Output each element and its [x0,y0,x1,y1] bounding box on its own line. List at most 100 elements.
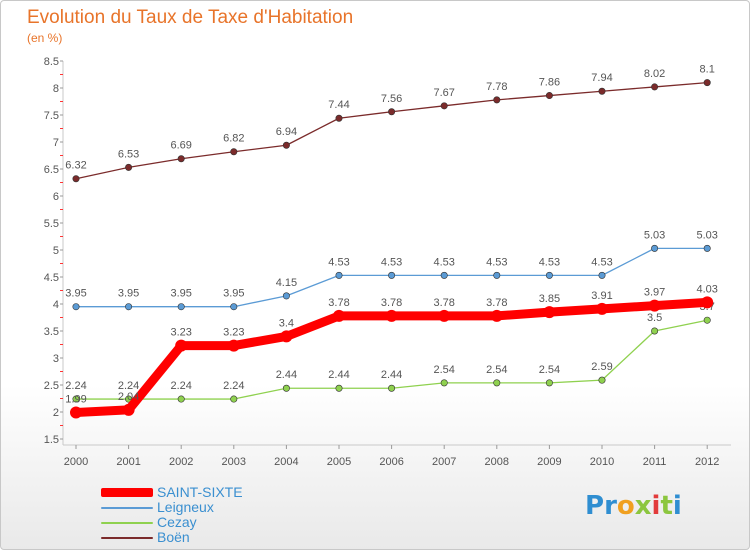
data-point [701,296,714,309]
data-point [333,309,345,322]
data-label: 3.4 [279,317,294,329]
y-tick-label: 7 [53,137,59,149]
data-label: 5.03 [696,229,717,241]
data-point [177,155,185,163]
data-label: 2.24 [65,380,86,392]
data-label: 3.23 [170,327,191,339]
data-point [543,306,556,319]
data-point [490,309,503,322]
legend-label: Leigneux [157,499,214,515]
data-point [335,114,343,122]
data-label: 2.44 [276,369,297,381]
legend-item: SAINT-SIXTE [101,485,243,500]
data-label: 6.32 [65,160,86,172]
legend-swatch [101,488,153,497]
data-label: 2.54 [433,364,454,376]
data-label: 4.53 [433,256,454,268]
data-point [72,303,80,311]
x-tick-label: 2000 [64,456,88,468]
data-label: 3.97 [644,287,665,299]
data-label: 6.82 [223,133,244,145]
data-point [388,108,396,116]
data-point [230,148,238,156]
chart-subtitle: (en %) [27,31,63,45]
data-point [648,299,661,312]
data-label: 2.24 [223,380,244,392]
data-label: 6.69 [170,140,191,152]
data-point [230,303,238,311]
data-point [440,102,448,110]
y-tick-label: 3 [53,353,59,365]
data-label: 3.91 [591,290,612,302]
x-tick-label: 2003 [222,456,246,468]
data-label: 3.78 [381,297,402,309]
data-point [282,292,290,300]
data-point [282,141,290,149]
data-label: 4.53 [486,256,507,268]
logo-letter: o [616,491,635,521]
data-label: 2.04 [118,391,139,403]
data-point [493,96,501,104]
data-point [545,379,553,387]
legend: SAINT-SIXTE Leigneux Cezay Boën [101,485,243,545]
data-label: 3.95 [65,288,86,300]
x-tick-label: 2010 [590,456,614,468]
x-tick-label: 2011 [643,456,667,468]
data-point [703,316,711,324]
data-point [282,384,290,392]
data-label: 4.03 [696,283,717,295]
y-tick-label: 4 [53,299,59,311]
data-point [440,271,448,279]
y-tick-label: 2.5 [44,380,59,392]
legend-swatch [101,521,153,524]
x-tick-label: 2008 [485,456,509,468]
data-point [175,339,188,352]
data-label: 3.85 [539,293,560,305]
data-point [388,384,396,392]
data-label: 4.53 [328,256,349,268]
legend-item: Leigneux [101,500,243,515]
data-label: 3.78 [433,297,454,309]
data-point [651,83,659,91]
data-label: 3.5 [647,312,662,324]
y-tick-label: 6 [53,191,59,203]
y-tick-label: 5.5 [44,218,59,230]
data-label: 2.54 [539,364,560,376]
y-tick-label: 1.5 [44,434,59,446]
data-label: 7.67 [433,87,454,99]
data-label: 5.03 [644,229,665,241]
data-label: 2.44 [381,369,402,381]
data-point [70,406,82,419]
data-label: 4.53 [381,256,402,268]
logo-letter: r [604,491,617,521]
data-point [388,271,396,279]
logo-letter: t [660,491,673,521]
data-point [545,271,553,279]
data-label: 1.99 [65,394,86,406]
data-label: 2.24 [118,380,139,392]
data-point [596,302,608,315]
data-label: 7.56 [381,93,402,105]
data-point [227,339,240,352]
data-label: 2.44 [328,369,349,381]
data-label: 4.53 [539,256,560,268]
data-point [122,403,135,416]
legend-label: Boën [157,529,190,545]
data-label: 8.1 [700,64,715,76]
data-point [72,175,80,183]
data-label: 2.24 [170,380,191,392]
data-point [230,395,238,403]
data-point [703,244,711,252]
legend-label: SAINT-SIXTE [157,484,243,500]
x-tick-label: 2009 [537,456,561,468]
data-point [385,309,398,322]
x-tick-label: 2005 [327,456,351,468]
data-point [125,163,133,171]
legend-swatch [101,506,153,509]
logo-letter: i [651,491,661,521]
data-point [545,92,553,100]
data-point [598,87,606,95]
data-point [703,79,711,87]
data-point [651,327,659,335]
